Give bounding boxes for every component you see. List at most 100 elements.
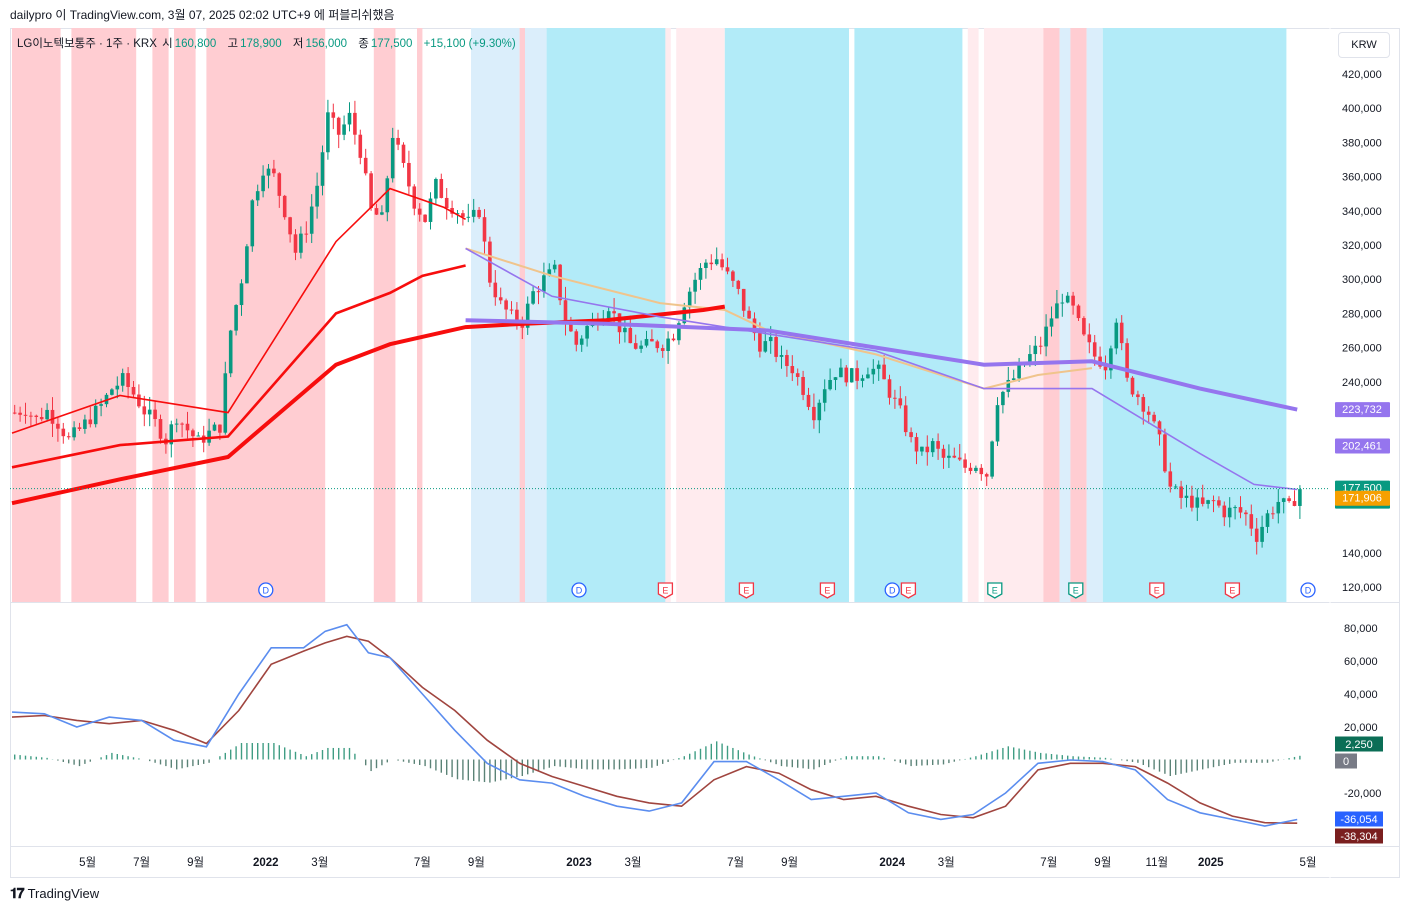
event-marker-earnings-down[interactable]: E — [1224, 582, 1241, 599]
candle-body — [115, 385, 120, 390]
candle — [1114, 318, 1119, 355]
candle — [66, 432, 71, 440]
candle — [261, 165, 265, 198]
candle — [1217, 496, 1221, 508]
candle-body — [860, 378, 865, 381]
candle — [914, 432, 919, 465]
tradingview-brand[interactable]: 𝟏𝟕 TradingView — [10, 885, 99, 902]
high-value: 178,900 — [240, 38, 282, 50]
event-marker-dividend[interactable]: D — [258, 582, 274, 598]
price-tick-label: 260,000 — [1342, 343, 1382, 355]
event-marker-earnings-down[interactable]: E — [738, 582, 755, 599]
candle-body — [207, 430, 211, 443]
candle-body — [1244, 512, 1248, 515]
macd-label-value: -38,304 — [1340, 831, 1377, 843]
candle-body — [466, 216, 471, 218]
candle-body — [1281, 498, 1286, 502]
candle-body — [261, 175, 265, 192]
high-label: 고 — [227, 38, 239, 50]
candle-body — [1055, 303, 1059, 319]
candle — [1227, 497, 1232, 528]
candle — [1130, 376, 1135, 397]
candle — [358, 129, 363, 165]
event-marker-earnings-down[interactable]: E — [657, 582, 674, 599]
candle-body — [849, 368, 854, 383]
candle — [83, 414, 87, 434]
candle — [147, 396, 152, 427]
symbol-label[interactable]: LG이노텍보통주 · 1주 · KRX — [17, 38, 157, 50]
candle — [471, 198, 476, 223]
candle — [1254, 517, 1259, 555]
candle — [1082, 316, 1086, 337]
candle — [795, 368, 800, 386]
event-marker-earnings-down[interactable]: E — [1149, 582, 1165, 599]
candle — [250, 199, 255, 252]
time-tick-label: 3월 — [938, 856, 955, 869]
time-tick-label: 5월 — [79, 856, 96, 869]
dividend-icon — [571, 582, 587, 598]
candle-body — [758, 333, 762, 352]
candle-body — [720, 259, 724, 268]
candle-body — [23, 414, 28, 416]
candle-body — [1287, 498, 1291, 502]
time-tick-label: 2024 — [879, 857, 905, 869]
candle — [439, 173, 444, 199]
candle — [385, 175, 390, 222]
candle — [623, 316, 627, 343]
candle — [255, 184, 260, 207]
candle — [849, 367, 854, 383]
candle — [1168, 462, 1173, 493]
zone-band — [174, 28, 196, 602]
candle — [887, 374, 892, 405]
candle-body — [185, 423, 190, 431]
candle — [552, 259, 557, 273]
event-marker-label: E — [1073, 586, 1079, 596]
candle-body — [309, 206, 314, 234]
candle-body — [812, 406, 816, 421]
candle-body — [1200, 497, 1205, 504]
candle-body — [147, 409, 152, 415]
candle — [1260, 515, 1264, 548]
event-marker-label: E — [743, 586, 749, 596]
candle-body — [952, 455, 957, 458]
candle — [844, 365, 849, 387]
event-marker-earnings-down[interactable]: E — [900, 582, 917, 599]
candle-body — [655, 341, 660, 349]
price-label-value: 223,732 — [1342, 404, 1382, 416]
event-marker-dividend[interactable]: D — [571, 582, 587, 598]
time-tick-label: 7월 — [414, 856, 431, 869]
event-marker-earnings-up[interactable]: E — [987, 582, 1003, 599]
candle — [50, 397, 55, 438]
event-marker-label: D — [889, 586, 896, 596]
event-marker-dividend[interactable]: D — [884, 582, 900, 598]
candle — [704, 259, 708, 279]
event-marker-earnings-up[interactable]: E — [1068, 582, 1084, 599]
candle-body — [606, 311, 611, 319]
candle-body — [1298, 489, 1302, 506]
candle — [320, 145, 325, 196]
candle-body — [995, 405, 1000, 442]
time-tick-label: 11월 — [1146, 856, 1169, 869]
event-marker-earnings-down[interactable]: E — [819, 582, 836, 599]
event-marker-dividend[interactable]: D — [1300, 582, 1316, 598]
candle-body — [234, 305, 238, 331]
candle — [882, 354, 886, 380]
candle — [1163, 428, 1167, 473]
candle-body — [1071, 295, 1075, 306]
candle — [126, 367, 130, 399]
candle — [974, 465, 978, 474]
candle — [272, 159, 276, 177]
candle-body — [644, 338, 649, 346]
macd-label-box — [1335, 828, 1383, 844]
candle-body — [72, 427, 76, 438]
candle — [380, 205, 384, 216]
candle-body — [736, 280, 741, 289]
candle — [1200, 484, 1205, 507]
candle — [331, 103, 336, 130]
candle-body — [56, 423, 60, 429]
currency-selector[interactable]: KRW — [1338, 32, 1390, 58]
candle-body — [671, 338, 676, 341]
sma-purple-thin-line — [465, 247, 1298, 491]
